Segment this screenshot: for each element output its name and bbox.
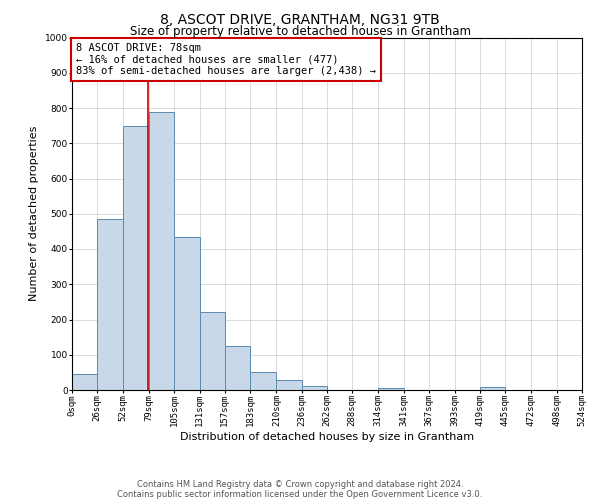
Bar xyxy=(480,387,505,390)
Text: 8, ASCOT DRIVE, GRANTHAM, NG31 9TB: 8, ASCOT DRIVE, GRANTHAM, NG31 9TB xyxy=(160,12,440,26)
Bar xyxy=(302,386,327,390)
Text: Size of property relative to detached houses in Grantham: Size of property relative to detached ho… xyxy=(130,24,470,38)
Bar xyxy=(72,374,97,390)
X-axis label: Distribution of detached houses by size in Grantham: Distribution of detached houses by size … xyxy=(180,432,474,442)
Bar xyxy=(277,380,302,390)
Bar xyxy=(250,372,277,390)
Bar xyxy=(377,388,404,390)
Bar xyxy=(97,219,122,390)
Bar xyxy=(199,312,225,390)
Text: 8 ASCOT DRIVE: 78sqm
← 16% of detached houses are smaller (477)
83% of semi-deta: 8 ASCOT DRIVE: 78sqm ← 16% of detached h… xyxy=(76,43,376,76)
Bar xyxy=(149,112,174,390)
Bar xyxy=(174,236,200,390)
Y-axis label: Number of detached properties: Number of detached properties xyxy=(29,126,39,302)
Text: Contains HM Land Registry data © Crown copyright and database right 2024.
Contai: Contains HM Land Registry data © Crown c… xyxy=(118,480,482,499)
Bar xyxy=(122,126,149,390)
Bar xyxy=(225,346,250,390)
